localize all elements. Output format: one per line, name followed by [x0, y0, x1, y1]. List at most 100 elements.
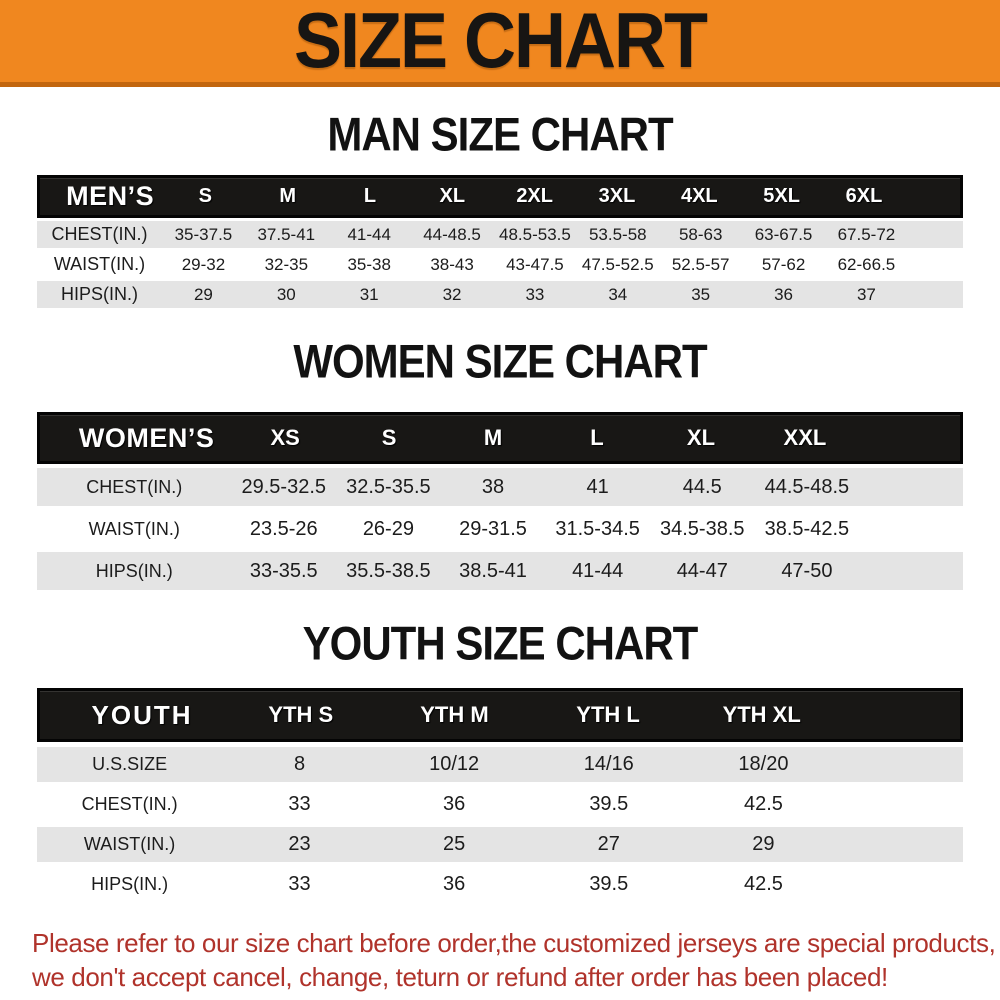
youth-col-header: YTH S — [268, 702, 334, 727]
women-col-header: XL — [686, 425, 716, 450]
women-hips-row: HIPS(IN.) 33-35.5 35.5-38.5 38.5-41 41-4… — [37, 552, 963, 590]
size-cell: 58-63 — [678, 224, 723, 244]
size-cell: 26-29 — [362, 517, 414, 540]
row-label: CHEST(IN.) — [86, 476, 183, 497]
youth-section-title-wrap: YOUTH SIZE CHART — [0, 617, 1000, 670]
size-cell: 38.5-41 — [459, 559, 527, 582]
size-cell: 34 — [608, 284, 628, 304]
men-chest-row: CHEST(IN.) 35-37.5 37.5-41 41-44 44-48.5… — [37, 221, 963, 248]
row-label: U.S.SIZE — [92, 754, 168, 774]
size-cell: 33 — [288, 793, 311, 815]
youth-col-header: YTH M — [420, 702, 489, 727]
row-label: WAIST(IN.) — [88, 518, 180, 539]
men-col-header: 6XL — [845, 185, 883, 207]
women-section-title-wrap: WOMEN SIZE CHART — [0, 335, 1000, 388]
size-cell: 29-31.5 — [459, 517, 527, 540]
size-cell: 38 — [481, 475, 505, 498]
size-cell: 47.5-52.5 — [581, 254, 654, 274]
size-cell: 32 — [442, 284, 462, 304]
women-col-header: XS — [270, 425, 300, 450]
size-cell: 33 — [525, 284, 545, 304]
size-cell: 39.5 — [589, 793, 629, 815]
youth-section-title: YOUTH SIZE CHART — [302, 617, 699, 670]
men-col-header: XL — [439, 185, 466, 207]
women-col-header: M — [483, 425, 503, 450]
youth-corner-label: YOUTH — [91, 699, 193, 730]
order-policy-line1: Please refer to our size chart before or… — [32, 928, 996, 958]
youth-col-header: YTH L — [576, 702, 640, 727]
men-corner-label: MEN’S — [66, 181, 155, 211]
youth-size-table: YOUTH YTH S YTH M YTH L YTH XL U.S.SIZE … — [37, 688, 963, 902]
size-cell: 29.5-32.5 — [241, 475, 327, 498]
size-cell: 31.5-34.5 — [555, 517, 640, 540]
men-col-header: S — [198, 185, 213, 207]
size-cell: 63-67.5 — [754, 224, 813, 244]
women-col-header: L — [590, 425, 604, 450]
size-cell: 35.5-38.5 — [346, 559, 431, 582]
men-section-title: MAN SIZE CHART — [327, 108, 673, 161]
size-cell: 37.5-41 — [257, 224, 316, 244]
women-chest-row: CHEST(IN.) 29.5-32.5 32.5-35.5 38 41 44.… — [37, 468, 963, 506]
size-cell: 30 — [276, 284, 296, 304]
banner-title: SIZE CHART — [294, 0, 708, 85]
women-section-title: WOMEN SIZE CHART — [293, 335, 707, 388]
row-label: WAIST(IN.) — [83, 834, 176, 854]
size-cell: 43-47.5 — [506, 254, 564, 274]
row-label: HIPS(IN.) — [60, 284, 138, 304]
women-col-header: XXL — [783, 425, 827, 450]
size-cell: 38-43 — [430, 254, 474, 274]
row-label: CHEST(IN.) — [51, 224, 148, 244]
size-cell: 25 — [443, 833, 466, 855]
youth-col-header: YTH XL — [722, 702, 801, 727]
size-cell: 32.5-35.5 — [346, 475, 431, 498]
men-section-title-wrap: MAN SIZE CHART — [0, 108, 1000, 161]
row-label: HIPS(IN.) — [95, 560, 173, 581]
size-cell: 38.5-42.5 — [764, 517, 850, 540]
size-cell: 23 — [288, 833, 311, 855]
size-cell: 32-35 — [264, 254, 309, 274]
size-cell: 39.5 — [589, 873, 629, 895]
men-table-header: MEN’S S M L XL 2XL 3XL 4XL 5XL 6XL — [37, 175, 963, 218]
youth-waist-row: WAIST(IN.) 23 25 27 29 — [37, 827, 963, 862]
men-col-header: 3XL — [598, 185, 636, 207]
size-cell: 8 — [293, 753, 306, 775]
size-cell: 35 — [691, 284, 711, 304]
size-cell: 10/12 — [429, 753, 480, 775]
size-cell: 44-48.5 — [423, 224, 481, 244]
size-cell: 35-37.5 — [174, 224, 233, 244]
women-col-header: S — [381, 425, 397, 450]
women-table-header: WOMEN’S XS S M L XL XXL — [37, 412, 963, 464]
row-label: WAIST(IN.) — [53, 254, 146, 274]
size-cell: 29-32 — [181, 254, 226, 274]
row-label: CHEST(IN.) — [81, 794, 178, 814]
youth-hips-row: HIPS(IN.) 33 36 39.5 42.5 — [37, 867, 963, 902]
men-col-header: 5XL — [763, 185, 800, 207]
youth-ussize-row: U.S.SIZE 8 10/12 14/16 18/20 — [37, 747, 963, 782]
women-corner-label: WOMEN’S — [78, 422, 215, 453]
size-cell: 48.5-53.5 — [499, 224, 571, 244]
men-waist-row: WAIST(IN.) 29-32 32-35 35-38 38-43 43-47… — [37, 251, 963, 278]
size-cell: 52.5-57 — [671, 254, 730, 274]
size-cell: 33-35.5 — [249, 559, 318, 582]
size-cell: 57-62 — [761, 254, 806, 274]
size-cell: 42.5 — [743, 873, 783, 895]
men-hips-row: HIPS(IN.) 29 30 31 32 33 34 35 36 37 — [37, 281, 963, 308]
women-size-table: WOMEN’S XS S M L XL XXL CHEST(IN.) 29.5-… — [37, 412, 963, 590]
order-policy-line2: we don't accept cancel, change, teturn o… — [32, 962, 888, 992]
size-cell: 31 — [359, 284, 379, 304]
men-size-table: MEN’S S M L XL 2XL 3XL 4XL 5XL 6XL CHEST… — [37, 175, 963, 308]
banner: SIZE CHART — [0, 0, 1000, 87]
size-cell: 36 — [774, 284, 794, 304]
size-cell: 14/16 — [583, 753, 634, 775]
size-cell: 44-47 — [676, 559, 728, 582]
size-cell: 33 — [288, 873, 311, 895]
size-cell: 62-66.5 — [837, 254, 896, 274]
men-col-header: 2XL — [516, 185, 553, 207]
size-cell: 47-50 — [781, 559, 833, 582]
size-cell: 44.5-48.5 — [764, 475, 850, 498]
size-cell: 36 — [443, 873, 466, 895]
size-cell: 41 — [586, 475, 609, 498]
youth-chest-row: CHEST(IN.) 33 36 39.5 42.5 — [37, 787, 963, 822]
size-cell: 23.5-26 — [249, 517, 318, 540]
